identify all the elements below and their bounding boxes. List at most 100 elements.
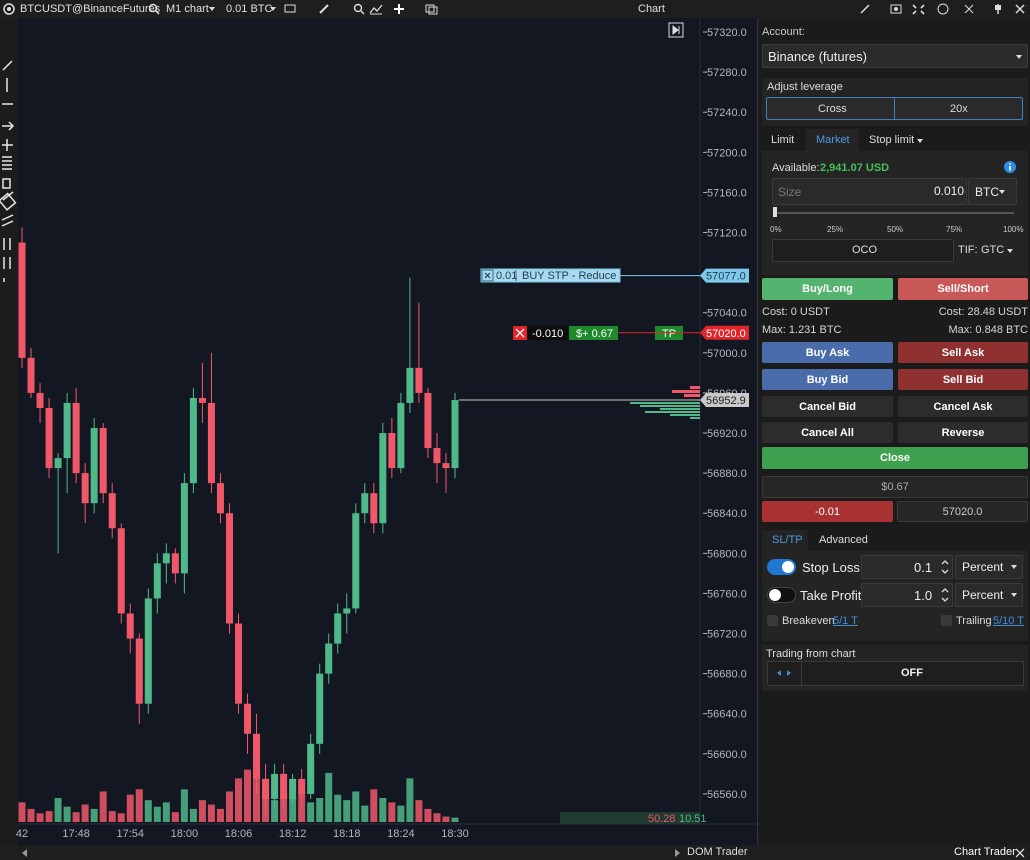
spinner[interactable] bbox=[940, 586, 950, 604]
trailing-checkbox[interactable] bbox=[941, 615, 952, 626]
volume-bar bbox=[180, 789, 188, 822]
protect-tab[interactable]: SL/TP bbox=[772, 534, 803, 546]
size-unit-select[interactable] bbox=[968, 178, 1017, 205]
candle-body bbox=[135, 638, 143, 704]
sell-bid-button[interactable]: Sell Bid bbox=[898, 369, 1028, 390]
spinner[interactable] bbox=[940, 558, 950, 576]
drawing-tools[interactable] bbox=[0, 60, 17, 282]
scroll-left[interactable] bbox=[20, 848, 30, 858]
caret bbox=[917, 139, 923, 143]
breakeven-label: Breakeven bbox=[782, 615, 835, 627]
volume-bar bbox=[162, 802, 170, 822]
margin-mode[interactable]: Cross bbox=[818, 103, 847, 115]
size-input[interactable] bbox=[772, 178, 967, 205]
window-title: Chart bbox=[638, 3, 665, 15]
cancel-icon bbox=[484, 272, 491, 279]
buy-bid-button[interactable]: Buy Bid bbox=[762, 369, 893, 390]
volume-bar bbox=[36, 813, 44, 822]
symbol[interactable]: BTCUSDT@BinanceFutures bbox=[20, 3, 161, 15]
price-label-box bbox=[700, 393, 749, 408]
slider-mark: 0% bbox=[770, 225, 782, 234]
volume-bar bbox=[379, 798, 387, 822]
stop-loss-input[interactable] bbox=[861, 555, 953, 579]
volume-bar bbox=[27, 808, 35, 822]
toolbar-icons[interactable] bbox=[284, 3, 454, 15]
buy-ask-button[interactable]: Buy Ask bbox=[762, 342, 893, 363]
dom-trader-tab[interactable]: DOM Trader bbox=[687, 846, 748, 858]
volume-bar bbox=[207, 804, 215, 822]
position-pnl: $+ 0.67 bbox=[576, 328, 613, 340]
buy-cost: Cost: 0 USDT bbox=[762, 306, 830, 318]
sell-cost: Cost: 28.48 USDT bbox=[938, 306, 1028, 318]
size-slider-thumb[interactable] bbox=[773, 207, 777, 217]
x-tick-label: 18:12 bbox=[279, 828, 307, 840]
account: Binance (futures) bbox=[768, 49, 867, 64]
chart-trader-tab[interactable]: Chart Trader bbox=[954, 846, 1016, 858]
window-icons[interactable] bbox=[858, 2, 1028, 16]
reverse-button[interactable]: Reverse bbox=[898, 422, 1028, 443]
stop-loss-label: Stop Loss bbox=[802, 560, 860, 575]
size-slider-track[interactable] bbox=[774, 212, 1014, 214]
breakeven-setting[interactable]: 5/1 T bbox=[833, 615, 858, 627]
cancel-bid-button[interactable]: Cancel Bid bbox=[762, 396, 893, 417]
scroll-right[interactable] bbox=[672, 848, 682, 858]
cancel-all-button[interactable]: Cancel All bbox=[762, 422, 893, 443]
scroll-icon bbox=[672, 24, 680, 36]
caret bbox=[209, 7, 215, 11]
take-profit-input[interactable] bbox=[861, 583, 953, 607]
chart-trading-label: Trading from chart bbox=[766, 648, 856, 660]
price-label: 57077.0 bbox=[706, 271, 746, 283]
scroll-to-end-button[interactable] bbox=[668, 22, 684, 38]
candle-body bbox=[36, 392, 44, 408]
volume-label: 50.28 bbox=[648, 813, 676, 825]
close-tab-icon[interactable] bbox=[1015, 848, 1025, 858]
volume-label: 10.51 bbox=[679, 813, 707, 825]
sell-ask-button[interactable]: Sell Ask bbox=[898, 342, 1028, 363]
position-size-box bbox=[527, 326, 568, 340]
tif[interactable]: GTC bbox=[981, 244, 1005, 256]
volume-bar bbox=[271, 800, 279, 822]
account-select[interactable] bbox=[762, 44, 1028, 68]
x-tick-label: 18:30 bbox=[441, 828, 469, 840]
oco-button[interactable] bbox=[772, 239, 954, 262]
candle-body bbox=[325, 643, 333, 674]
candle-body bbox=[162, 553, 170, 564]
price-label: 56952.9 bbox=[706, 395, 746, 407]
timeframe[interactable]: M1 chart bbox=[166, 3, 209, 15]
x-tick-label: 18:24 bbox=[387, 828, 415, 840]
candle-body bbox=[180, 483, 188, 574]
caret bbox=[1011, 593, 1017, 597]
y-tick-label: 57120.0 bbox=[707, 228, 747, 240]
info-icon[interactable] bbox=[1004, 161, 1016, 173]
buy-button[interactable]: Buy/Long bbox=[762, 278, 893, 300]
volume-bar bbox=[388, 802, 396, 822]
toggle-knob bbox=[769, 589, 781, 601]
candle-body bbox=[370, 493, 378, 524]
volume-bar bbox=[253, 772, 261, 822]
candle-body bbox=[253, 733, 261, 779]
protect-tab[interactable]: Advanced bbox=[819, 534, 868, 546]
price-label-box bbox=[700, 268, 749, 283]
volume-bar bbox=[126, 794, 134, 822]
quantity[interactable]: 0.01 BTC bbox=[226, 3, 273, 15]
breakeven-checkbox[interactable] bbox=[767, 615, 778, 626]
volume-bar bbox=[54, 798, 62, 822]
cancel-ask-button[interactable]: Cancel Ask bbox=[898, 396, 1028, 417]
order-tab[interactable]: Limit bbox=[771, 134, 795, 146]
order-tab[interactable]: Market bbox=[816, 134, 850, 146]
size-unit: BTC bbox=[975, 185, 999, 199]
candle-body bbox=[343, 608, 351, 614]
close-button[interactable]: Close bbox=[762, 447, 1028, 469]
sell-button[interactable]: Sell/Short bbox=[898, 278, 1028, 300]
leverage[interactable]: 20x bbox=[950, 103, 968, 115]
order-tab[interactable]: Stop limit bbox=[869, 134, 915, 146]
search-icon[interactable] bbox=[148, 3, 160, 15]
volume-bar bbox=[18, 802, 26, 822]
take-profit-label: TP bbox=[662, 328, 676, 340]
separator bbox=[801, 662, 802, 685]
stop-loss-unit-select[interactable] bbox=[955, 555, 1023, 579]
chart-trading-toggle[interactable] bbox=[767, 661, 1024, 686]
y-tick-label: 57160.0 bbox=[707, 187, 747, 199]
trailing-setting[interactable]: 5/10 T bbox=[993, 615, 1024, 627]
